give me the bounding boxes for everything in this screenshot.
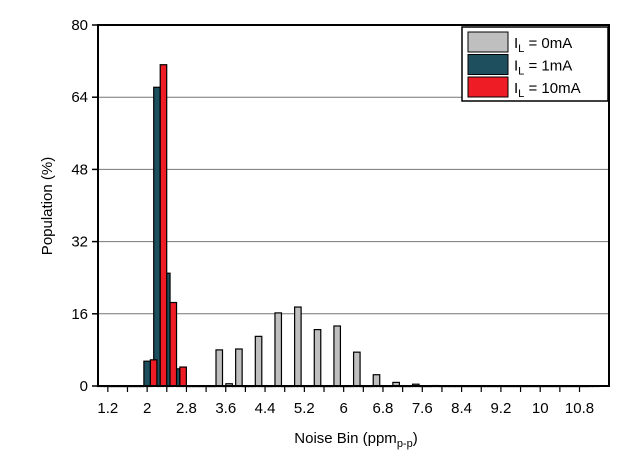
legend-swatch bbox=[467, 76, 509, 98]
x-tick-label: 5.2 bbox=[294, 400, 315, 417]
y-tick-label: 64 bbox=[71, 89, 88, 106]
x-axis-label-main: Noise Bin (ppm bbox=[294, 430, 397, 447]
bar bbox=[352, 351, 361, 387]
y-tick-label: 48 bbox=[71, 161, 88, 178]
legend-label-main: I bbox=[514, 80, 518, 97]
legend-label-rest: = 10mA bbox=[524, 80, 580, 97]
x-tick-label: 8.4 bbox=[451, 400, 472, 417]
legend-label: IL = 10mA bbox=[514, 80, 581, 100]
y-tick-label: 80 bbox=[71, 17, 88, 34]
bar bbox=[372, 374, 381, 387]
bar bbox=[294, 306, 302, 387]
legend-label: IL = 1mA bbox=[514, 58, 572, 78]
bars bbox=[97, 64, 600, 388]
legend-swatch bbox=[467, 54, 509, 75]
x-tick-label: 4.4 bbox=[255, 400, 276, 417]
bar bbox=[149, 359, 158, 387]
bar bbox=[159, 64, 168, 387]
x-tick-label: 10 bbox=[532, 400, 549, 417]
bar bbox=[153, 86, 161, 387]
x-axis-label: Noise Bin (ppmp-p) bbox=[294, 430, 417, 450]
legend-label-rest: = 0mA bbox=[524, 35, 572, 52]
bar bbox=[313, 328, 322, 387]
legend-label-main: I bbox=[514, 58, 518, 75]
gridlines bbox=[98, 96, 609, 315]
y-tick-label: 0 bbox=[80, 378, 88, 395]
bar bbox=[215, 349, 224, 387]
x-tick-label: 7.6 bbox=[412, 400, 433, 417]
x-tick-label: 2.8 bbox=[176, 400, 197, 417]
y-tick-label: 16 bbox=[71, 306, 88, 323]
y-axis-label: Population (%) bbox=[39, 157, 56, 255]
bar bbox=[179, 366, 187, 387]
x-tick-label: 6 bbox=[340, 400, 348, 417]
bar bbox=[274, 312, 283, 387]
x-tick-label: 6.8 bbox=[373, 400, 394, 417]
legend-label-subscript: L bbox=[518, 43, 524, 55]
legend-label-main: I bbox=[514, 35, 518, 52]
legend-label: IL = 0mA bbox=[514, 35, 572, 55]
bar bbox=[169, 301, 178, 387]
x-tick-label: 1.2 bbox=[97, 400, 118, 417]
bar bbox=[254, 335, 263, 387]
x-tick-label: 3.6 bbox=[215, 400, 236, 417]
bar bbox=[333, 325, 342, 387]
bar bbox=[143, 360, 151, 387]
legend-swatch bbox=[467, 31, 509, 53]
plot-area bbox=[97, 24, 610, 387]
x-axis-label-subscript: p-p bbox=[397, 438, 413, 450]
x-tick-label: 10.8 bbox=[565, 400, 594, 417]
x-axis-label-close: ) bbox=[413, 430, 418, 447]
legend-label-subscript: L bbox=[518, 66, 524, 78]
y-tick-label: 32 bbox=[71, 234, 88, 251]
x-tick-label: 9.2 bbox=[490, 400, 511, 417]
x-axis-ticks: 1.2 2 2.8 3.6 4.4 5.2 6 6.8 7.6 8.4 9.2 10 10.8 bbox=[97, 386, 594, 417]
bar bbox=[235, 348, 243, 387]
x-tick-label: 2 bbox=[143, 400, 151, 417]
legend-label-rest: = 1mA bbox=[524, 58, 572, 75]
legend-label-subscript: L bbox=[518, 88, 524, 100]
y-axis-ticks: 0 16 32 48 64 80 bbox=[71, 17, 98, 395]
